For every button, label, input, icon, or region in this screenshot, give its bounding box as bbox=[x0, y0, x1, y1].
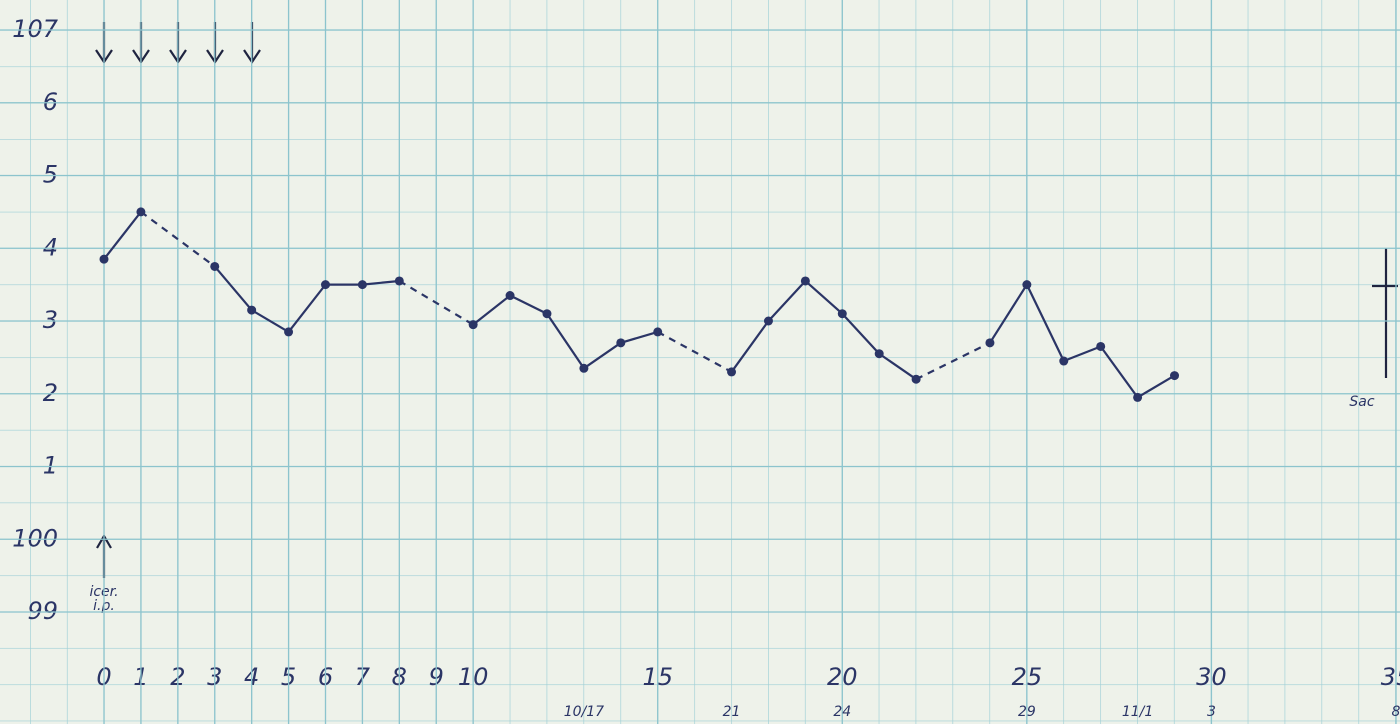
data-point bbox=[653, 327, 663, 337]
line-segment bbox=[1063, 345, 1102, 363]
data-point bbox=[1133, 392, 1143, 402]
line-segment bbox=[251, 309, 290, 333]
data-point bbox=[357, 280, 367, 290]
line-segment bbox=[989, 284, 1028, 344]
date-label: 3 bbox=[1207, 704, 1216, 720]
date-label: 29 bbox=[1018, 704, 1036, 720]
data-point bbox=[579, 363, 589, 373]
y-tick-label: 5 bbox=[43, 161, 58, 189]
date-label: 8 bbox=[1392, 704, 1400, 720]
x-tick-label: 35 bbox=[1381, 663, 1400, 691]
data-point bbox=[210, 261, 220, 271]
y-tick-label: 100 bbox=[12, 524, 58, 552]
y-tick-label: 4 bbox=[43, 233, 58, 261]
line-segment bbox=[140, 210, 216, 268]
y-tick-label: 3 bbox=[43, 306, 58, 334]
y-tick-label: 6 bbox=[43, 88, 58, 116]
line-segment bbox=[620, 330, 659, 344]
date-label: 11/1 bbox=[1122, 704, 1153, 720]
y-tick-label: 107 bbox=[12, 15, 59, 43]
data-point bbox=[505, 291, 515, 301]
annotation: Sac bbox=[1349, 394, 1374, 410]
data-point bbox=[727, 367, 737, 377]
data-point bbox=[911, 374, 921, 384]
data-point bbox=[284, 327, 294, 337]
data-point bbox=[874, 349, 884, 359]
data-point bbox=[247, 305, 257, 315]
line-segment bbox=[841, 312, 881, 355]
line-segment bbox=[915, 341, 991, 381]
line-segment bbox=[213, 265, 253, 311]
date-label: 24 bbox=[833, 704, 851, 720]
data-point bbox=[1059, 356, 1069, 366]
data-point bbox=[320, 280, 330, 290]
data-point bbox=[1170, 371, 1180, 381]
data-point bbox=[616, 338, 626, 348]
date-label: 21 bbox=[723, 704, 741, 720]
line-segment bbox=[657, 330, 733, 373]
data-point bbox=[394, 276, 404, 286]
line-segment bbox=[1025, 284, 1065, 362]
line-segment bbox=[878, 352, 917, 381]
line-segment bbox=[1099, 345, 1139, 399]
line-segment bbox=[103, 211, 142, 260]
data-point bbox=[837, 309, 847, 319]
y-tick-label: 2 bbox=[43, 379, 58, 407]
line-segment bbox=[583, 341, 622, 370]
data-point bbox=[468, 320, 478, 330]
data-point bbox=[800, 276, 810, 286]
line-segment bbox=[767, 280, 807, 322]
y-tick-label: 1 bbox=[43, 452, 58, 480]
date-label: 10/17 bbox=[564, 704, 604, 720]
line-segment bbox=[730, 320, 770, 373]
line-segment bbox=[509, 294, 548, 315]
line-segment bbox=[472, 294, 511, 326]
line-segment bbox=[398, 280, 474, 326]
data-point bbox=[136, 207, 146, 217]
line-segment bbox=[1137, 374, 1176, 399]
line-segment bbox=[287, 283, 327, 333]
data-point bbox=[763, 316, 773, 326]
line-segment bbox=[362, 279, 400, 286]
line-segment bbox=[546, 313, 585, 369]
data-point bbox=[99, 254, 109, 264]
data-point bbox=[1096, 341, 1106, 351]
data-point bbox=[985, 338, 995, 348]
data-point bbox=[1022, 280, 1032, 290]
line-segment bbox=[804, 280, 844, 315]
data-point bbox=[542, 309, 552, 319]
y-tick-label: 99 bbox=[27, 597, 58, 625]
